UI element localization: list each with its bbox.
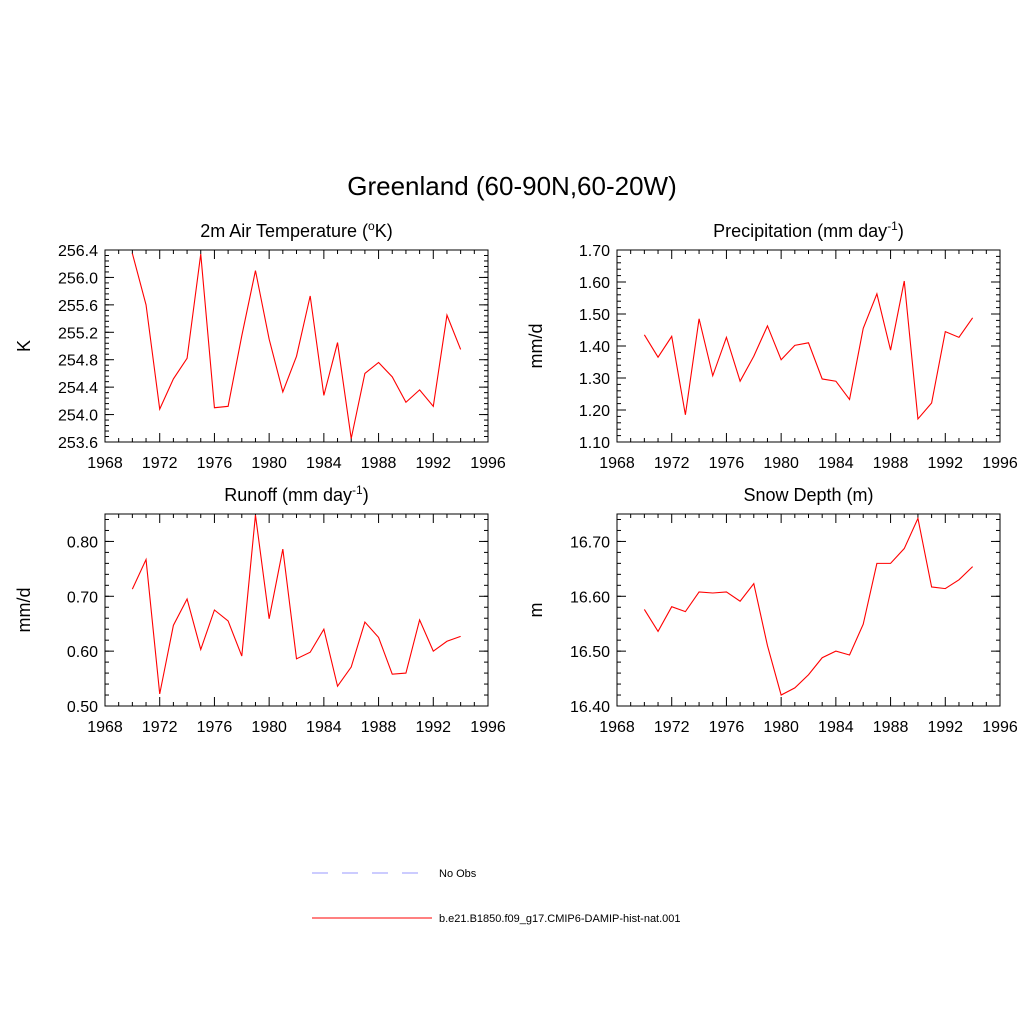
y-tick-label: 253.6 bbox=[58, 435, 98, 452]
legend-label: No Obs bbox=[439, 868, 477, 880]
figure-title: Greenland (60-90N,60-20W) bbox=[347, 171, 677, 201]
y-tick-label: 16.40 bbox=[570, 699, 610, 716]
x-tick-label: 1996 bbox=[982, 719, 1018, 736]
panel-title-tail: ) bbox=[898, 221, 904, 241]
panel-title: Precipitation (mm day-1) bbox=[713, 219, 904, 241]
x-tick-label: 1968 bbox=[599, 455, 635, 472]
y-tick-label: 254.8 bbox=[58, 353, 98, 370]
y-tick-label: 1.20 bbox=[579, 403, 610, 420]
panel-title: 2m Air Temperature (oK) bbox=[200, 219, 392, 241]
y-axis-label: mm/d bbox=[14, 588, 34, 633]
x-tick-label: 1972 bbox=[142, 455, 178, 472]
panel-title-tail: K) bbox=[375, 221, 393, 241]
y-tick-label: 1.30 bbox=[579, 371, 610, 388]
x-tick-label: 1988 bbox=[361, 455, 397, 472]
x-tick-label: 1988 bbox=[361, 719, 397, 736]
plot-frame bbox=[104, 513, 489, 707]
panel-title-text: Snow Depth (m) bbox=[743, 485, 873, 505]
chart-panels: 2m Air Temperature (oK)1968 1972 1976 1980 1… bbox=[14, 219, 1018, 736]
panel-title: Snow Depth (m) bbox=[743, 485, 873, 505]
x-tick-label: 1992 bbox=[415, 719, 451, 736]
x-tick-label: 1980 bbox=[251, 455, 287, 472]
series-line bbox=[643, 516, 974, 696]
y-tick-label: 256.0 bbox=[58, 270, 98, 287]
x-tick-label: 1984 bbox=[306, 719, 342, 736]
x-tick-label: 1984 bbox=[306, 455, 342, 472]
panel-title-superscript: -1 bbox=[352, 483, 363, 497]
panel-title-superscript: o bbox=[368, 219, 375, 233]
x-tick-label: 1984 bbox=[818, 455, 854, 472]
x-tick-label: 1968 bbox=[599, 719, 635, 736]
y-tick-label: 0.80 bbox=[67, 534, 98, 551]
series-line bbox=[131, 253, 462, 439]
x-tick-label: 1996 bbox=[470, 719, 506, 736]
panel-title-text: 2m Air Temperature ( bbox=[200, 221, 368, 241]
chart-panel-3: Runoff (mm day-1) 1968 1972 1976 1980 1984 198… bbox=[14, 483, 506, 736]
plot-frame bbox=[616, 513, 1001, 707]
y-tick-label: 1.10 bbox=[579, 435, 610, 452]
plot-frame bbox=[104, 249, 489, 443]
y-tick-label: 1.70 bbox=[579, 243, 610, 260]
y-tick-label: 16.70 bbox=[570, 534, 610, 551]
y-tick-label: 256.4 bbox=[58, 243, 98, 260]
x-tick-label: 1976 bbox=[709, 719, 745, 736]
y-tick-label: 1.40 bbox=[579, 339, 610, 356]
x-tick-label: 1972 bbox=[142, 719, 178, 736]
y-tick-label: 16.50 bbox=[570, 644, 610, 661]
x-tick-label: 1996 bbox=[470, 455, 506, 472]
panel-title: Runoff (mm day-1) bbox=[224, 483, 368, 505]
x-tick-label: 1968 bbox=[87, 455, 123, 472]
x-tick-label: 1992 bbox=[927, 455, 963, 472]
y-tick-label: 254.0 bbox=[58, 408, 98, 425]
y-tick-label: 254.4 bbox=[58, 380, 98, 397]
panel-title-tail: ) bbox=[363, 485, 369, 505]
x-tick-label: 1976 bbox=[197, 455, 233, 472]
chart-panel-4: Snow Depth (m) 1968 1972 1976 1980 1984 1988 19… bbox=[526, 485, 1018, 736]
x-tick-label: 1988 bbox=[873, 719, 909, 736]
x-tick-label: 1968 bbox=[87, 719, 123, 736]
x-tick-label: 1976 bbox=[709, 455, 745, 472]
panel-title-superscript: -1 bbox=[887, 219, 898, 233]
x-tick-label: 1996 bbox=[982, 455, 1018, 472]
x-tick-label: 1976 bbox=[197, 719, 233, 736]
y-tick-label: 255.2 bbox=[58, 325, 98, 342]
y-tick-label: 1.50 bbox=[579, 307, 610, 324]
x-tick-label: 1980 bbox=[763, 455, 799, 472]
chart-panel-2: Precipitation (mm day-1) 1968 1972 1976 1980… bbox=[526, 219, 1018, 472]
x-tick-label: 1980 bbox=[251, 719, 287, 736]
legend: No Obs b.e21.B1850.f09_g17.CMIP6-DAMIP-hi… bbox=[312, 868, 681, 925]
panel-title-text: Precipitation (mm day bbox=[713, 221, 887, 241]
y-tick-label: 0.60 bbox=[67, 644, 98, 661]
x-tick-label: 1984 bbox=[818, 719, 854, 736]
series-line bbox=[643, 280, 974, 421]
series-line bbox=[131, 515, 461, 695]
panel-title-text: Runoff (mm day bbox=[224, 485, 352, 505]
x-tick-label: 1992 bbox=[927, 719, 963, 736]
y-tick-label: 16.60 bbox=[570, 589, 610, 606]
y-tick-label: 0.50 bbox=[67, 699, 98, 716]
x-tick-label: 1972 bbox=[654, 719, 690, 736]
x-tick-label: 1988 bbox=[873, 455, 909, 472]
y-axis-label: m bbox=[526, 603, 546, 618]
y-axis-label: K bbox=[14, 340, 34, 352]
legend-label: b.e21.B1850.f09_g17.CMIP6-DAMIP-hist-nat… bbox=[439, 913, 681, 925]
chart-panel-1: 2m Air Temperature (oK) 1968 1972 1976 1980 1… bbox=[14, 219, 506, 472]
x-tick-label: 1992 bbox=[415, 455, 451, 472]
x-tick-label: 1972 bbox=[654, 455, 690, 472]
x-tick-label: 1980 bbox=[763, 719, 799, 736]
y-tick-label: 1.60 bbox=[579, 275, 610, 292]
y-tick-label: 0.70 bbox=[67, 589, 98, 606]
y-tick-label: 255.6 bbox=[58, 298, 98, 315]
y-axis-label: mm/d bbox=[526, 324, 546, 369]
